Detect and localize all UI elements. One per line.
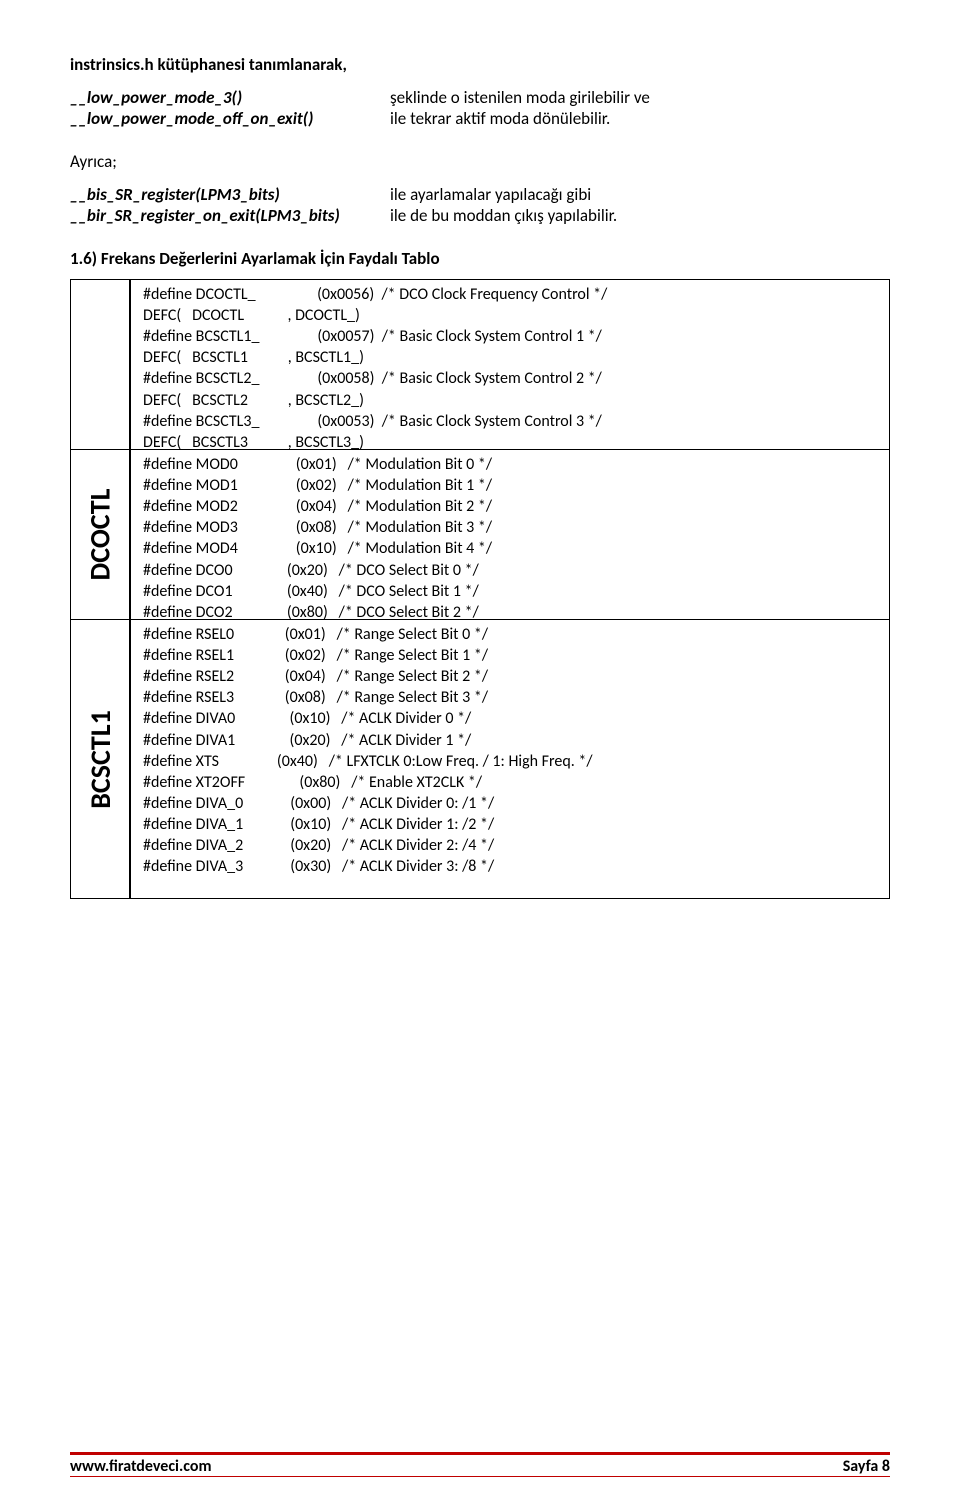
code-line: #define MOD4 (0x10) /* Modulation Bit 4 … bbox=[143, 538, 877, 559]
row4-left: __bir_SR_register_on_exit(LPM3_bits) bbox=[70, 205, 390, 226]
code-line: #define BCSCTL2_ (0x0058) /* Basic Clock… bbox=[143, 368, 877, 389]
code-table: DCOCTL BCSCTL1 #define DCOCTL_ (0x0056) … bbox=[70, 279, 890, 899]
code-line: #define DIVA0 (0x10) /* ACLK Divider 0 *… bbox=[143, 708, 877, 729]
row3-right: ile ayarlamalar yapılacağı gibi bbox=[390, 184, 890, 205]
row1-left: __low_power_mode_3() bbox=[70, 87, 390, 108]
vlabel-dcoctl-text: DCOCTL bbox=[83, 489, 118, 581]
code-line: #define RSEL1 (0x02) /* Range Select Bit… bbox=[143, 645, 877, 666]
code-line: #define DIVA_1 (0x10) /* ACLK Divider 1:… bbox=[143, 814, 877, 835]
code-line: DEFC( BCSCTL2 , BCSCTL2_) bbox=[143, 390, 877, 411]
row-powermode3: __low_power_mode_3() şeklinde o istenile… bbox=[70, 87, 890, 108]
code-line: #define BCSCTL1_ (0x0057) /* Basic Clock… bbox=[143, 326, 877, 347]
code-line: #define DCO1 (0x40) /* DCO Select Bit 1 … bbox=[143, 581, 877, 602]
row4-right: ile de bu moddan çıkış yapılabilir. bbox=[390, 205, 890, 226]
vlabel-blank bbox=[70, 279, 130, 449]
code-line: #define MOD1 (0x02) /* Modulation Bit 1 … bbox=[143, 475, 877, 496]
code-line: #define BCSCTL3_ (0x0053) /* Basic Clock… bbox=[143, 411, 877, 432]
vlabel-dcoctl: DCOCTL bbox=[70, 449, 130, 619]
code-line: DEFC( DCOCTL , DCOCTL_) bbox=[143, 305, 877, 326]
header-line: instrinsics.h kütüphanesi tanımlanarak, bbox=[70, 54, 890, 75]
row2-right: ile tekrar aktif moda dönülebilir. bbox=[390, 108, 890, 129]
code-line: #define XTS (0x40) /* LFXTCLK 0:Low Freq… bbox=[143, 751, 877, 772]
row3-left: __bis_SR_register(LPM3_bits) bbox=[70, 184, 390, 205]
vertical-labels: DCOCTL BCSCTL1 bbox=[70, 279, 130, 899]
row1-right: şeklinde o istenilen moda girilebilir ve bbox=[390, 87, 890, 108]
code-line: #define MOD0 (0x01) /* Modulation Bit 0 … bbox=[143, 454, 877, 475]
code-cell-dcoctl: #define MOD0 (0x01) /* Modulation Bit 0 … bbox=[130, 449, 890, 619]
code-line: #define DIVA_2 (0x20) /* ACLK Divider 2:… bbox=[143, 835, 877, 856]
code-cell-defines: #define DCOCTL_ (0x0056) /* DCO Clock Fr… bbox=[130, 279, 890, 449]
code-cells: #define DCOCTL_ (0x0056) /* DCO Clock Fr… bbox=[130, 279, 890, 899]
code-line: DEFC( BCSCTL1 , BCSCTL1_) bbox=[143, 347, 877, 368]
code-line: #define XT2OFF (0x80) /* Enable XT2CLK *… bbox=[143, 772, 877, 793]
code-line: #define RSEL2 (0x04) /* Range Select Bit… bbox=[143, 666, 877, 687]
footer: www.firatdeveci.com Sayfa 8 bbox=[70, 1452, 890, 1477]
code-cell-bcsctl1: #define RSEL0 (0x01) /* Range Select Bit… bbox=[130, 619, 890, 899]
row2-left: __low_power_mode_off_on_exit() bbox=[70, 108, 390, 129]
code-line: #define RSEL3 (0x08) /* Range Select Bit… bbox=[143, 687, 877, 708]
row-bis-sr: __bis_SR_register(LPM3_bits) ile ayarlam… bbox=[70, 184, 890, 205]
code-line: #define DCOCTL_ (0x0056) /* DCO Clock Fr… bbox=[143, 284, 877, 305]
footer-page: Sayfa 8 bbox=[843, 1457, 890, 1476]
code-line: #define MOD3 (0x08) /* Modulation Bit 3 … bbox=[143, 517, 877, 538]
code-line: #define DIVA_0 (0x00) /* ACLK Divider 0:… bbox=[143, 793, 877, 814]
header-text: instrinsics.h kütüphanesi tanımlanarak, bbox=[70, 54, 347, 75]
code-line: #define RSEL0 (0x01) /* Range Select Bit… bbox=[143, 624, 877, 645]
vlabel-bcsctl1: BCSCTL1 bbox=[70, 619, 130, 899]
code-line: #define DIVA_3 (0x30) /* ACLK Divider 3:… bbox=[143, 856, 877, 877]
vlabel-bcsctl1-text: BCSCTL1 bbox=[83, 710, 118, 809]
row-bir-sr: __bir_SR_register_on_exit(LPM3_bits) ile… bbox=[70, 205, 890, 226]
footer-site: www.firatdeveci.com bbox=[70, 1457, 211, 1476]
section-title: 1.6) Frekans Değerlerini Ayarlamak İçin … bbox=[70, 248, 890, 269]
code-line: #define DIVA1 (0x20) /* ACLK Divider 1 *… bbox=[143, 730, 877, 751]
row-powermode-off: __low_power_mode_off_on_exit() ile tekra… bbox=[70, 108, 890, 129]
page: instrinsics.h kütüphanesi tanımlanarak, … bbox=[0, 0, 960, 1505]
code-line: #define MOD2 (0x04) /* Modulation Bit 2 … bbox=[143, 496, 877, 517]
code-line: #define DCO0 (0x20) /* DCO Select Bit 0 … bbox=[143, 560, 877, 581]
ayrica: Ayrıca; bbox=[70, 151, 890, 172]
